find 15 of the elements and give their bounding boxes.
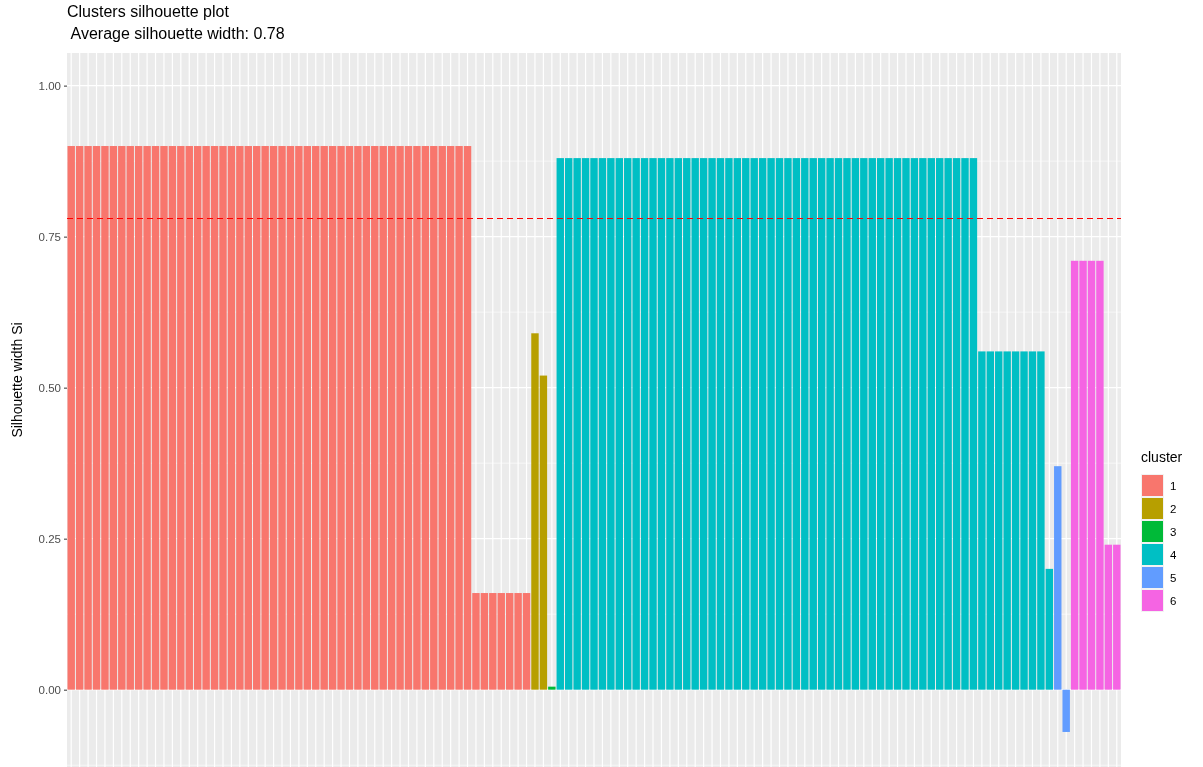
legend-label: 1 bbox=[1170, 480, 1177, 492]
chart-title: Clusters silhouette plot bbox=[67, 3, 230, 20]
y-tick-label: 1.00 bbox=[38, 79, 61, 92]
chart-subtitle: Average silhouette width: 0.78 bbox=[67, 25, 285, 42]
y-tick-label: 0.75 bbox=[38, 230, 61, 243]
y-tick-label: 0.25 bbox=[38, 532, 61, 545]
legend-label: 4 bbox=[1170, 549, 1177, 561]
legend-label: 6 bbox=[1170, 595, 1177, 607]
legend-title: cluster bbox=[1141, 449, 1183, 465]
y-axis-title: Silhouette width Si bbox=[9, 322, 25, 438]
legend-label: 2 bbox=[1170, 503, 1177, 515]
legend-label: 3 bbox=[1170, 526, 1177, 538]
legend-label: 5 bbox=[1170, 572, 1177, 584]
y-tick-label: 0.50 bbox=[38, 381, 61, 394]
y-tick-label: 0.00 bbox=[38, 683, 61, 696]
